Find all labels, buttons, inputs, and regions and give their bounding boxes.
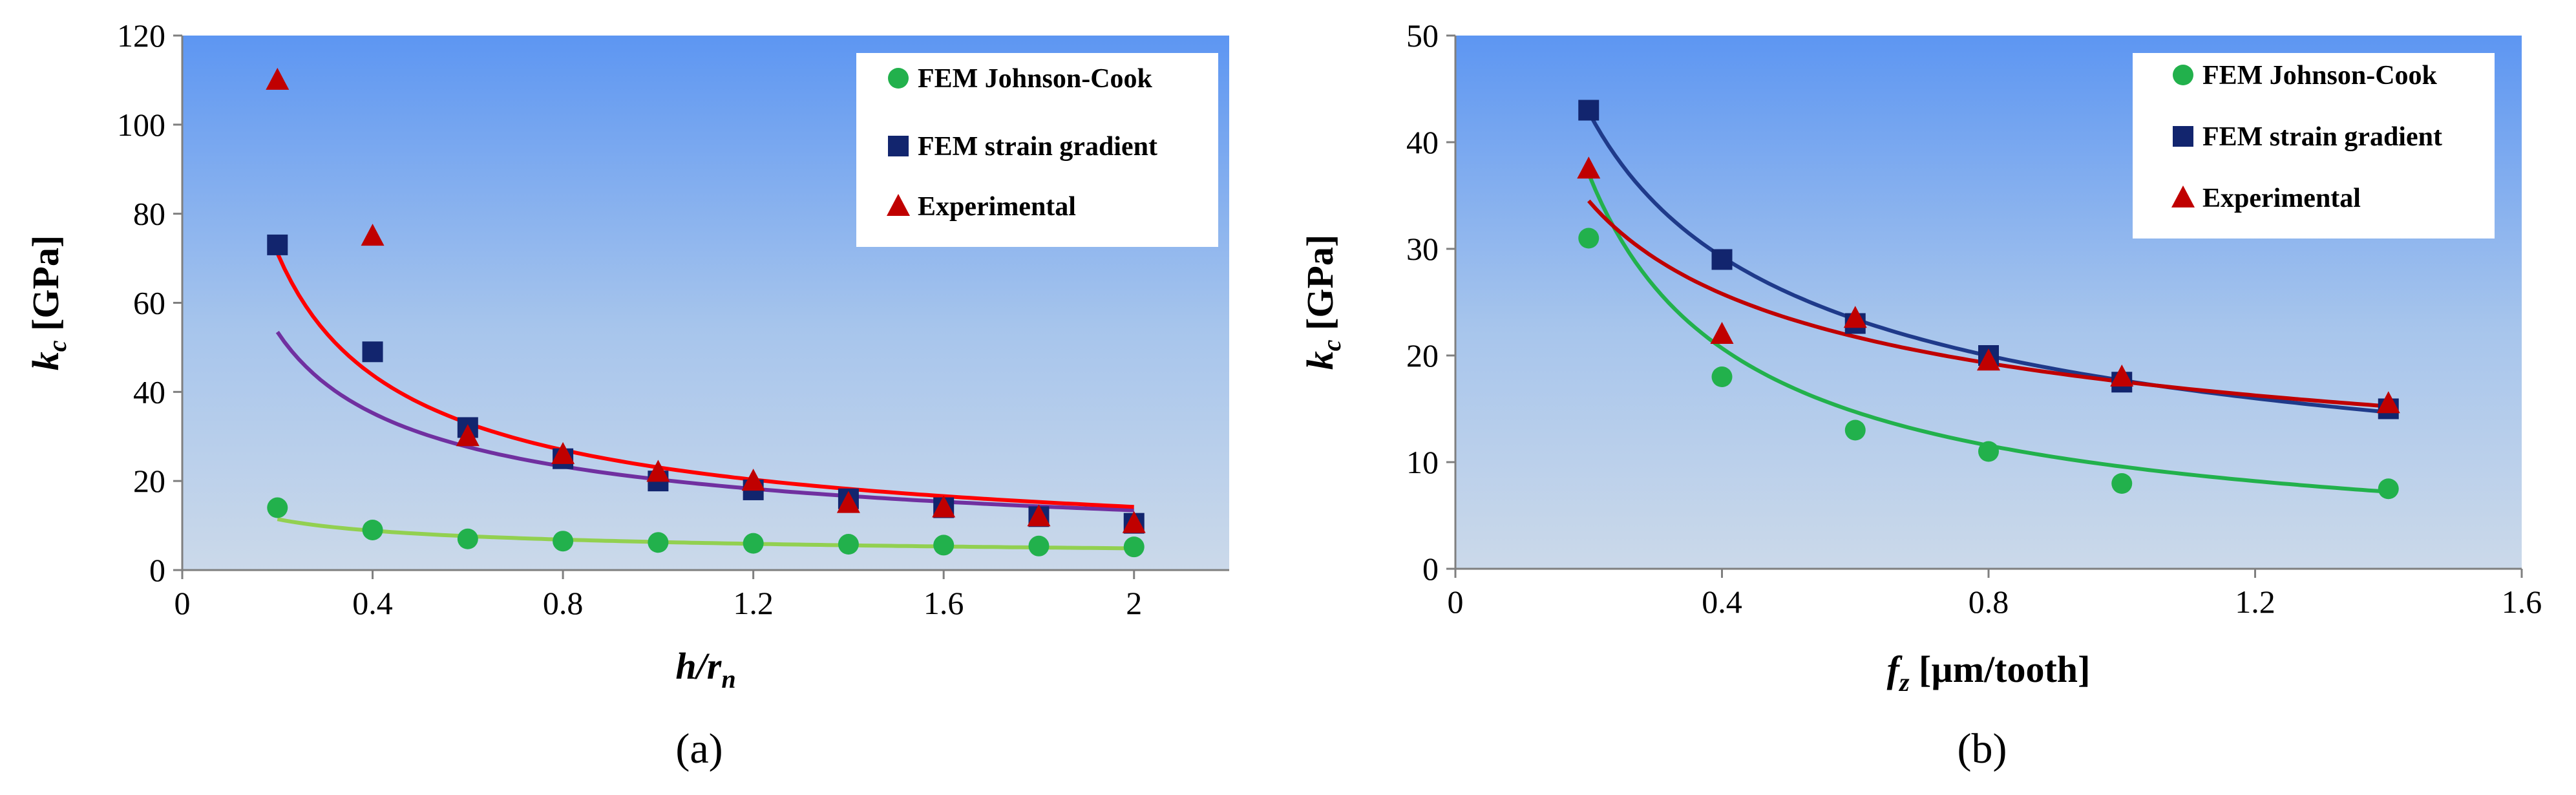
x-axis-label: h/rn [675, 645, 735, 694]
series-0-point [1978, 441, 1999, 462]
chart-b: 0 10 20 30 40 50 0 0.4 0.8 1.2 1.6 FEM Johnson-Cook… [1299, 17, 2542, 772]
series-2-point [1843, 306, 1867, 328]
series-2-point [266, 67, 290, 90]
y-tick-label: 80 [133, 196, 165, 232]
series-0-point [2111, 473, 2133, 494]
series-2-point [1122, 511, 1146, 533]
series-1-point [1578, 100, 1599, 121]
x-tick-label: 1.2 [733, 585, 774, 621]
series-1-point [362, 341, 383, 363]
legend-label-2: Experimental [918, 192, 1076, 222]
series-0-point [838, 534, 859, 555]
legend-marker-0 [888, 68, 909, 89]
y-tick-label: 100 [117, 107, 165, 143]
series-2-point [836, 491, 860, 513]
legend-marker-1 [2173, 126, 2193, 147]
y-tick-label: 20 [1406, 337, 1439, 374]
legend-marker-2 [2171, 186, 2195, 207]
series-0-point [933, 535, 955, 556]
series-2-point [646, 460, 670, 482]
x-tick-label: 2 [1126, 585, 1142, 621]
series-0-point [267, 497, 288, 518]
series-0-point [1028, 535, 1050, 556]
trendline-0 [277, 517, 1134, 551]
x-tick-label: 0 [174, 585, 191, 621]
y-tick-label: 60 [133, 285, 165, 321]
series-2-point [741, 469, 765, 491]
legend-marker-0 [2173, 65, 2193, 85]
series-2-point [361, 224, 385, 246]
series-1-point [267, 234, 288, 255]
x-tick-label: 0.4 [352, 585, 393, 621]
legend-label-0: FEM Johnson-Cook [918, 64, 1153, 94]
panel-label: (b) [1958, 725, 2007, 772]
trendline-2 [275, 252, 1134, 509]
x-axis-label-subscript: n [721, 664, 735, 694]
legend-marker-1 [888, 136, 909, 156]
series-0-point [1123, 536, 1145, 558]
trendline-1 [275, 330, 1134, 513]
y-axis-label: kc [GPa] [1299, 235, 1346, 370]
chart-a: 0 20 40 60 80 100 120 0 0.4 0.8 1.2 1.6 2 FEM Johnson… [25, 17, 1229, 772]
y-axis-label-unit: [GPa] [25, 235, 67, 341]
series-2-point [1710, 322, 1734, 344]
series-2-point [1027, 504, 1051, 527]
y-axis-label-main: k [1299, 351, 1341, 370]
x-tick-label: 1.2 [2235, 584, 2275, 620]
y-axis-label-subscript: c [43, 340, 72, 352]
y-tick-label: 50 [1406, 17, 1439, 54]
series-0-point [362, 519, 383, 540]
series-0-point [648, 532, 669, 553]
series-0-point [1711, 366, 1733, 387]
series-2-point [1577, 156, 1601, 179]
series-0-point [553, 531, 574, 552]
legend-label-2: Experimental [2202, 184, 2361, 213]
series-2-point [551, 441, 575, 464]
y-axis-label-unit: [GPa] [1299, 235, 1341, 340]
x-tick-label: 1.6 [924, 585, 964, 621]
y-tick-label: 30 [1406, 231, 1439, 267]
y-axis-label: kc [GPa] [25, 235, 72, 370]
y-tick-label: 20 [133, 463, 165, 499]
series-0-point [1844, 419, 1866, 441]
x-tick-label: 1.6 [2502, 584, 2542, 620]
series-0-point [743, 533, 764, 554]
y-tick-label: 0 [149, 552, 165, 588]
x-tick-label: 0.8 [543, 585, 584, 621]
x-axis-label-unit: [µm/tooth] [1910, 648, 2091, 690]
series-1-point [1711, 249, 1733, 270]
y-axis-label-subscript: c [1317, 339, 1346, 351]
x-tick-label: 0.8 [1969, 584, 2009, 620]
legend-marker-2 [887, 194, 910, 216]
x-tick-label: 0 [1448, 584, 1464, 620]
series-0-point [1578, 228, 1599, 249]
series-2-point [456, 424, 480, 447]
legend-label-1: FEM strain gradient [2202, 122, 2442, 152]
y-tick-label: 0 [1422, 551, 1439, 587]
y-tick-label: 40 [133, 374, 165, 410]
series-0-point [2378, 478, 2399, 500]
y-tick-label: 40 [1406, 124, 1439, 160]
y-tick-label: 10 [1406, 444, 1439, 480]
legend-box [856, 53, 1218, 247]
legend-label-0: FEM Johnson-Cook [2202, 61, 2438, 90]
series-2-point [1977, 348, 2000, 371]
series-2-point [2376, 391, 2400, 414]
series-0-point [457, 528, 478, 549]
series-2-point [2110, 365, 2134, 387]
y-tick-label: 120 [117, 17, 165, 54]
series-2-point [932, 495, 956, 518]
y-axis-label-main: k [25, 352, 67, 370]
panel-label: (a) [675, 725, 723, 772]
legend-label-1: FEM strain gradient [918, 132, 1157, 162]
x-axis-label: fz [µm/tooth] [1887, 648, 2091, 697]
x-axis-label-main: h/r [675, 645, 721, 687]
x-tick-label: 0.4 [1702, 584, 1742, 620]
x-axis-label-subscript: z [1898, 668, 1910, 697]
